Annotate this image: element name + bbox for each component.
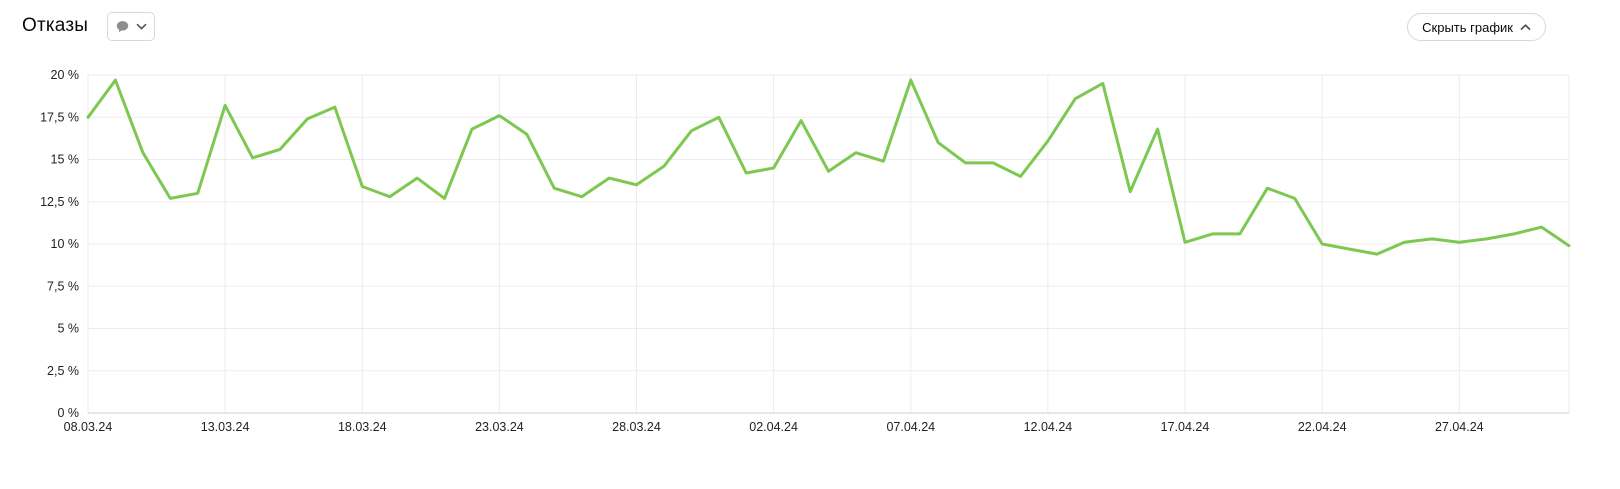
y-tick-label: 5 % [57,322,79,336]
bounce-line [86,78,1571,256]
speech-bubble-icon [115,19,130,34]
x-tick-label: 12.04.24 [1024,420,1073,434]
y-tick-label: 2,5 % [47,364,79,378]
page-title: Отказы [22,15,89,36]
chevron-up-icon [1520,23,1531,31]
y-tick-label: 20 % [51,68,80,82]
metric-dropdown-button[interactable] [107,12,155,41]
chevron-down-icon [136,23,147,30]
y-tick-label: 7,5 % [47,279,79,293]
x-tick-label: 07.04.24 [886,420,935,434]
x-tick-label: 13.03.24 [201,420,250,434]
y-tick-label: 15 % [51,153,80,167]
x-tick-label: 02.04.24 [749,420,798,434]
hide-chart-label: Скрыть график [1422,19,1513,35]
x-tick-label: 08.03.24 [64,420,113,434]
x-tick-label: 23.03.24 [475,420,524,434]
x-tick-label: 27.04.24 [1435,420,1484,434]
y-tick-label: 12,5 % [40,195,79,209]
y-tick-label: 17,5 % [40,110,79,124]
y-tick-label: 10 % [51,237,80,251]
x-tick-label: 17.04.24 [1161,420,1210,434]
x-tick-label: 22.04.24 [1298,420,1347,434]
hide-chart-button[interactable]: Скрыть график [1407,13,1546,41]
x-tick-label: 28.03.24 [612,420,661,434]
y-tick-label: 0 % [57,406,79,420]
x-tick-label: 18.03.24 [338,420,387,434]
